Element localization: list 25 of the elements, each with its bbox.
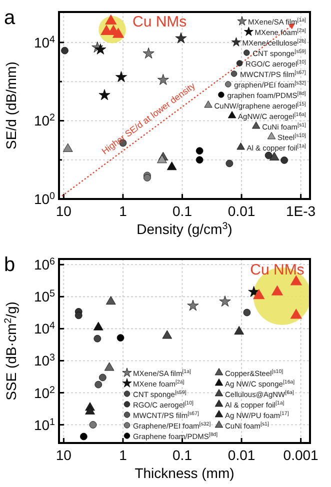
x-tick-label: 0.01 (228, 447, 256, 463)
x-tick-label: 1E-3 (286, 203, 316, 219)
x-axis-title: Thickness (mm) (134, 465, 234, 481)
x-tick-label: 1 (119, 203, 128, 219)
y-tick-label: 10$^{1}$ (34, 416, 55, 433)
y-tick-label: 10$^{2}$ (34, 112, 55, 129)
x-tick-label: 1 (119, 447, 128, 463)
y-axis-title: SE/d (dB/mm) (3, 62, 19, 150)
x-tick-label: 0.001 (283, 447, 319, 463)
y-tick-label: 10$^{3}$ (34, 352, 56, 369)
x-tick-label: 10 (56, 203, 72, 219)
x-axis-title: Density (g/cm$^{3}$) (136, 220, 232, 237)
y-tick-label: 10$^{2}$ (34, 384, 55, 401)
annotation: Cu NMs (132, 13, 187, 30)
x-tick-label: 10 (56, 447, 72, 463)
y-tick-label: 10$^{5}$ (34, 288, 56, 305)
x-tick-label: 0.1 (172, 447, 192, 463)
y-tick-label: 10$^{4}$ (34, 34, 56, 50)
y-tick-label: 10$^{4}$ (34, 320, 56, 337)
chart-title: a (4, 7, 16, 29)
y-tick-label: 10$^{6}$ (34, 256, 56, 273)
y-tick-label: 10$^{0}$ (34, 190, 56, 207)
x-tick-label: 0.1 (172, 203, 192, 219)
chart-title: b (4, 254, 16, 276)
x-tick-label: 0.01 (228, 203, 256, 219)
